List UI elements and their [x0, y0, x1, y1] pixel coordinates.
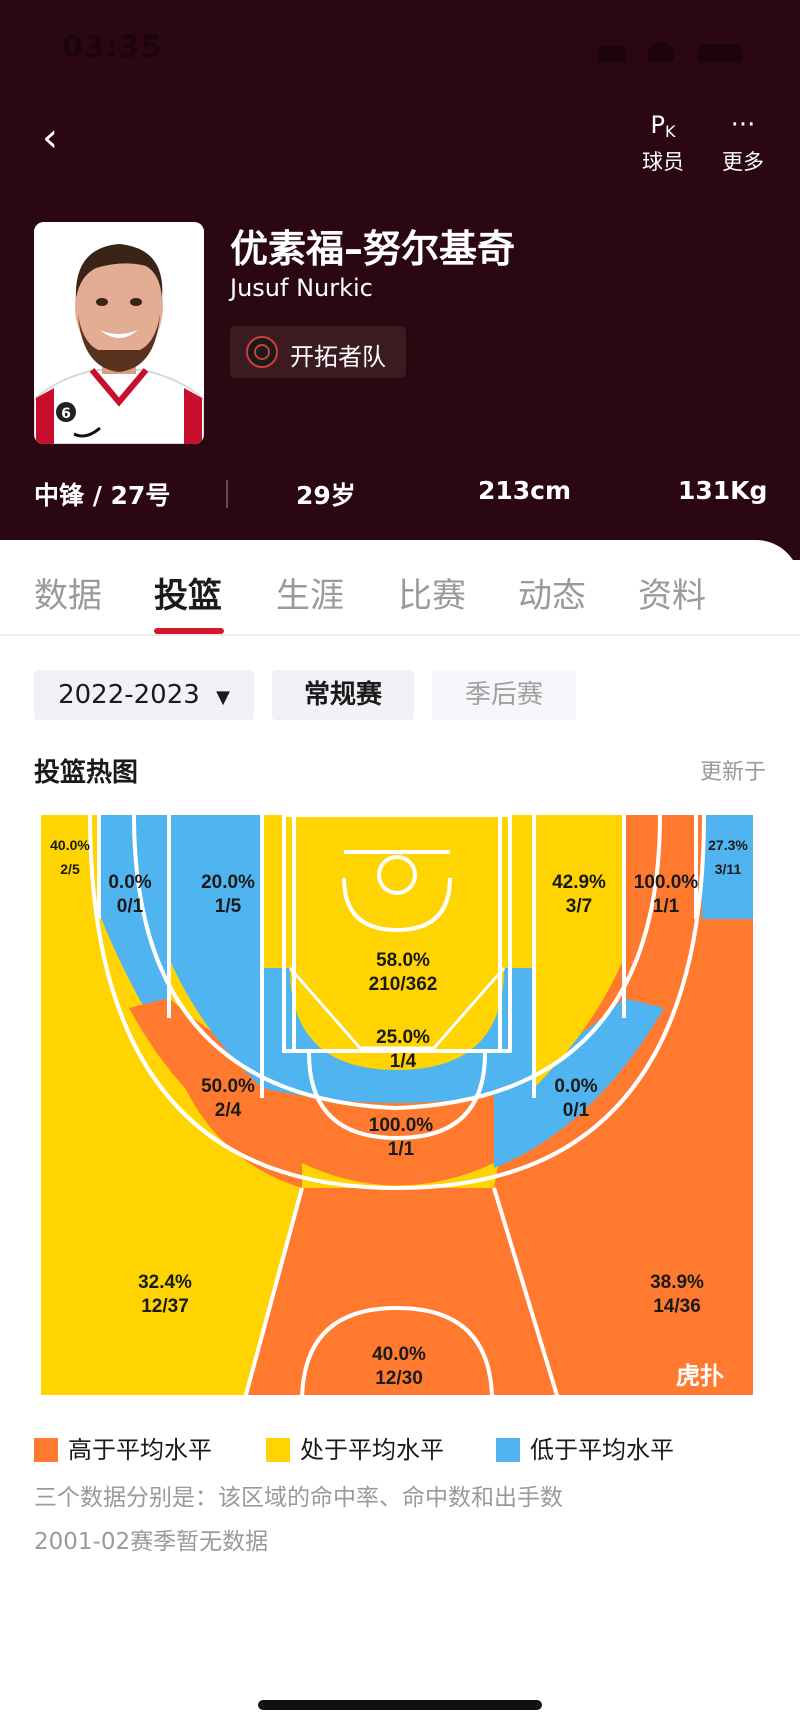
- zone-label-count: 0/1: [563, 1100, 590, 1121]
- tab-bar: 数据 投篮 生涯 比赛 动态 资料: [0, 540, 800, 636]
- zone-left-baseline-mid: [99, 815, 169, 1048]
- dropdown-arrow-icon: ▼: [216, 687, 230, 708]
- player-name-cn: 优素福–努尔基奇: [230, 227, 516, 271]
- zone-right-corner-three: [702, 815, 753, 919]
- tab-stats[interactable]: 数据: [34, 576, 102, 616]
- bio-divider: [226, 480, 228, 508]
- zone-label-count: 1/1: [388, 1139, 415, 1160]
- zone-label-pct: 27.3%: [708, 837, 748, 853]
- heatmap-note: 三个数据分别是：该区域的命中率、命中数和出手数: [34, 1485, 563, 1511]
- tab-career[interactable]: 生涯: [276, 576, 344, 616]
- back-button[interactable]: ‹: [30, 118, 70, 158]
- battery-icon: [698, 44, 742, 62]
- tab-shooting[interactable]: 投篮: [154, 576, 222, 616]
- zone-label-count: 12/37: [141, 1296, 189, 1317]
- zone-label-pct: 40.0%: [372, 1344, 426, 1365]
- zone-label-pct: 32.4%: [138, 1272, 192, 1293]
- zone-label-count: 210/362: [369, 974, 438, 995]
- player-age: 29岁: [296, 481, 356, 510]
- player-bio-row: 中锋 / 27号 29岁 213cm 131Kg: [0, 476, 800, 516]
- playoffs-button[interactable]: 季后赛: [432, 670, 576, 720]
- legend-label: 处于平均水平: [300, 1436, 444, 1464]
- zone-label-pct: 0.0%: [108, 872, 151, 893]
- season-value: 2022-2023: [58, 680, 200, 710]
- pk-icon-main: P: [650, 111, 665, 139]
- player-photo-icon: 6: [34, 222, 204, 444]
- zone-label-count: 14/36: [653, 1296, 701, 1317]
- pk-icon-sub: K: [664, 122, 676, 141]
- updated-label: 更新于: [699, 760, 766, 785]
- heatmap-title: 投篮热图: [34, 758, 139, 788]
- zone-label-pct: 58.0%: [376, 950, 430, 971]
- zone-label-pct: 42.9%: [552, 872, 606, 893]
- zone-label-count: 3/11: [715, 861, 742, 877]
- wifi-icon: [648, 42, 674, 62]
- zone-left-short-baseline: [169, 815, 262, 1088]
- signal-icon: [598, 46, 626, 62]
- regular-season-button[interactable]: 常规赛: [272, 670, 414, 720]
- team-name: 开拓者队: [290, 343, 386, 371]
- zone-label-pct: 38.9%: [650, 1272, 704, 1293]
- zone-label-count: 2/5: [60, 861, 80, 877]
- zone-restricted-area: [290, 968, 504, 1070]
- player-avatar: 6: [34, 222, 204, 444]
- more-label: 更多: [722, 150, 764, 174]
- tab-profile[interactable]: 资料: [638, 576, 706, 616]
- status-icons: [598, 38, 748, 64]
- zone-label-pct: 100.0%: [369, 1115, 434, 1136]
- pk-label: 球员: [642, 150, 684, 174]
- zone-label-count: 1/4: [390, 1051, 417, 1072]
- team-chip[interactable]: 开拓者队: [230, 326, 406, 378]
- active-tab-indicator: [154, 628, 224, 634]
- more-icon: ···: [730, 110, 756, 140]
- shot-heatmap: 40.0% 2/5 27.3% 3/11 0.0% 0/1 20.0% 1/5 …: [34, 808, 760, 1402]
- zone-right-short-baseline: [534, 815, 624, 1088]
- zone-label-pct: 0.0%: [554, 1076, 597, 1097]
- chevron-left-icon: ‹: [42, 115, 58, 161]
- zone-label-count: 2/4: [215, 1100, 242, 1121]
- pk-icon: PK: [628, 108, 698, 142]
- position-number: 中锋 / 27号: [34, 481, 171, 510]
- more-button[interactable]: ··· 更多: [708, 108, 778, 176]
- zone-right-baseline-mid: [624, 815, 694, 1048]
- zone-label-pct: 20.0%: [201, 872, 255, 893]
- tab-news[interactable]: 动态: [518, 576, 586, 616]
- status-time: 03:35: [62, 30, 163, 65]
- heatmap-legend: 高于平均水平 处于平均水平 低于平均水平: [34, 1432, 774, 1468]
- zone-left-elbow-mid: [129, 998, 302, 1168]
- legend-swatch: [34, 1438, 58, 1462]
- legend-label: 高于平均水平: [68, 1436, 212, 1464]
- hupu-watermark: 虎扑: [676, 1362, 724, 1390]
- player-weight: 131Kg: [678, 476, 768, 505]
- zone-label-pct: 40.0%: [50, 837, 90, 853]
- blazers-logo-icon: [246, 336, 278, 368]
- zone-label-count: 12/30: [375, 1368, 423, 1389]
- zone-label-pct: 50.0%: [201, 1076, 255, 1097]
- zone-label-pct: 25.0%: [376, 1027, 430, 1048]
- player-name-en: Jusuf Nurkic: [230, 274, 373, 302]
- legend-average: 处于平均水平: [266, 1432, 444, 1468]
- player-height: 213cm: [478, 476, 572, 505]
- legend-below: 低于平均水平: [496, 1432, 674, 1468]
- tab-games[interactable]: 比赛: [398, 576, 466, 616]
- zone-label-count: 1/1: [653, 896, 680, 917]
- season-select[interactable]: 2022-2023 ▼: [34, 670, 254, 720]
- zone-label-count: 0/1: [117, 896, 144, 917]
- legend-swatch: [496, 1438, 520, 1462]
- zone-label-count: 3/7: [566, 896, 592, 917]
- legend-swatch: [266, 1438, 290, 1462]
- no-data-note: 2001-02赛季暂无数据: [34, 1529, 269, 1555]
- legend-above: 高于平均水平: [34, 1432, 212, 1468]
- pk-button[interactable]: PK 球员: [628, 108, 698, 176]
- zone-right-elbow-mid: [494, 998, 664, 1168]
- home-indicator[interactable]: [258, 1700, 542, 1710]
- zone-label-pct: 100.0%: [634, 872, 699, 893]
- zone-label-count: 1/5: [215, 896, 242, 917]
- legend-label: 低于平均水平: [530, 1436, 674, 1464]
- jersey-number: 6: [61, 406, 71, 422]
